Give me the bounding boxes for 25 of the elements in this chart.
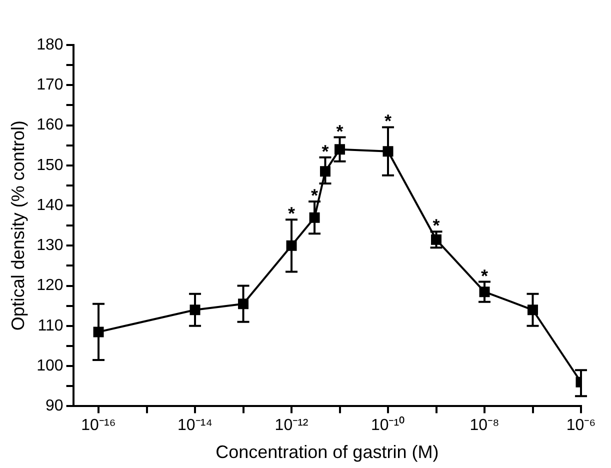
x-tick-label: 10⁻¹⁴ xyxy=(178,417,213,434)
y-tick-label: 90 xyxy=(46,398,64,415)
y-tick-label: 120 xyxy=(36,277,64,294)
y-tick-label: 180 xyxy=(36,36,64,54)
annotation: * xyxy=(480,266,488,286)
y-tick-label: 170 xyxy=(36,76,64,94)
annotation: * xyxy=(322,141,329,162)
annotation: * xyxy=(336,121,344,142)
x-tick-label: 10⁻⁶ xyxy=(566,417,596,434)
y-tick-label: 100 xyxy=(36,357,64,374)
y-tick-label: 140 xyxy=(36,196,64,214)
y-tick-label: 130 xyxy=(36,237,64,254)
annotation: * xyxy=(288,204,296,224)
annotation: * xyxy=(432,216,440,236)
x-tick-label: 10⁻¹⁰ xyxy=(370,416,406,434)
y-tick-label: 150 xyxy=(36,156,64,174)
y-tick-label: 160 xyxy=(36,116,64,134)
y-tick-label: 110 xyxy=(38,317,64,334)
y-axis-title: Optical density (% control) xyxy=(8,120,28,331)
x-tick-label: 10⁻¹² xyxy=(274,417,309,434)
x-tick-label: 10⁻⁸ xyxy=(470,417,500,434)
annotation: * xyxy=(384,111,392,132)
x-axis-title: Concentration of gastrin (M) xyxy=(216,442,439,462)
annotation: * xyxy=(311,185,318,206)
x-tick-label: 10⁻¹⁶ xyxy=(81,417,116,434)
